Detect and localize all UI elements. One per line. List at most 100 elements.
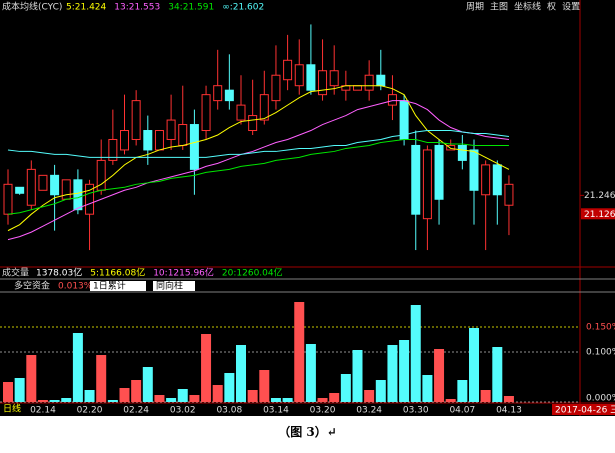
candle-body (15, 186, 25, 194)
candle-body (201, 94, 211, 132)
dropdown[interactable] (153, 281, 195, 291)
bar (224, 373, 235, 402)
bar (375, 380, 386, 402)
date-badge (552, 404, 615, 415)
bar (492, 347, 503, 402)
bar (72, 333, 83, 402)
bar (166, 398, 177, 402)
dropdown[interactable] (90, 281, 146, 291)
panel-value: 0.013% (58, 282, 93, 292)
candle-body (213, 85, 223, 102)
candle-body (294, 64, 304, 87)
toolbar-item[interactable]: 设置 (562, 2, 580, 13)
toolbar-item[interactable]: 周期 (466, 2, 484, 13)
moving-average (7, 85, 510, 232)
moving-average (7, 100, 510, 241)
bar (84, 390, 95, 402)
candle-body (38, 174, 48, 191)
x-tick-label: 03.30 (403, 406, 429, 416)
candle-body (271, 74, 281, 102)
bar (247, 390, 258, 402)
x-tick-label: 04.13 (496, 406, 522, 416)
candle-body (306, 64, 316, 91)
bar (469, 328, 479, 402)
candle-body (411, 144, 421, 215)
y-tick-label: 21.246 (584, 191, 615, 201)
bar (236, 345, 246, 402)
bar (189, 395, 200, 402)
bar (503, 396, 514, 402)
candle-body (50, 174, 60, 196)
candle-body (131, 100, 141, 140)
legend-entry: ∞:21.602 (222, 3, 264, 13)
bar (3, 382, 13, 402)
bar (329, 393, 340, 402)
x-tick-label: 03.08 (216, 406, 242, 416)
volume-item: 20:1260.04亿 (222, 267, 283, 279)
candle-body (178, 124, 188, 146)
dropdown-text[interactable]: 1日累计 (93, 280, 126, 292)
candle-body (166, 119, 176, 140)
stock-chart: 成本均线(CYC) 周期 主图 坐标线权设置 成交量 多空资金 0.013% 1日累… (0, 0, 615, 416)
bar (259, 370, 270, 402)
candle-body (376, 74, 386, 87)
candle-body (61, 179, 71, 200)
moving-average (7, 138, 509, 215)
x-tick-label: 04.07 (449, 406, 475, 416)
toolbar-item[interactable]: 权 (547, 1, 556, 13)
candle-body (318, 70, 328, 96)
bar (352, 350, 363, 402)
last-price-label: 21.126 (584, 210, 615, 220)
candle-body (446, 144, 456, 151)
bar (480, 390, 491, 402)
last-price-box (581, 208, 615, 220)
bar (364, 390, 375, 402)
candle-body (399, 100, 409, 140)
y-tick-label: 0.100% (586, 348, 615, 358)
bar (14, 378, 25, 402)
candle-body (492, 164, 502, 196)
candle-body (120, 130, 129, 151)
volume-label: 成交量 (2, 267, 29, 279)
current-date: 2017-04-26 三 (555, 406, 615, 416)
x-tick-label: 02.14 (30, 406, 56, 416)
volume-item: 10:1215.96亿 (153, 267, 214, 279)
y-tick-label: 0.150% (586, 323, 615, 333)
bar (422, 375, 433, 402)
candle-body (422, 149, 432, 220)
x-tick-label: 02.20 (77, 406, 103, 416)
candle-body (504, 183, 514, 206)
candle-body (26, 168, 36, 206)
candle-body (236, 104, 246, 121)
candle-body (481, 164, 491, 196)
panel-title: 多空资金 (14, 280, 50, 292)
bar (445, 399, 456, 402)
toolbar-item[interactable]: 坐标线 (514, 1, 541, 13)
candle-body (434, 144, 444, 200)
candle-body (3, 183, 13, 215)
bar (410, 305, 421, 402)
bar (61, 398, 72, 402)
candle-body (73, 179, 83, 211)
bar (177, 389, 188, 402)
x-tick-label: 03.24 (356, 406, 382, 416)
toolbar-item[interactable]: 主图 (490, 1, 508, 13)
candle-body (353, 85, 362, 91)
volume-item: 5:1166.08亿 (90, 267, 145, 279)
bar (270, 398, 281, 402)
candle-body (85, 183, 95, 215)
y-tick-label: 0.000% (586, 394, 615, 404)
bar (457, 380, 468, 402)
legend-entry: 5:21.424 (66, 3, 107, 13)
bar (340, 374, 351, 402)
bar (434, 349, 445, 402)
candle-body (154, 130, 164, 151)
dropdown-text[interactable]: 同向柱 (156, 280, 183, 292)
candle-body (364, 74, 374, 91)
candle-body (457, 144, 467, 161)
candle-body (248, 115, 258, 132)
bar (154, 395, 165, 402)
x-tick-label: 02.24 (123, 406, 149, 416)
bar (317, 398, 328, 402)
